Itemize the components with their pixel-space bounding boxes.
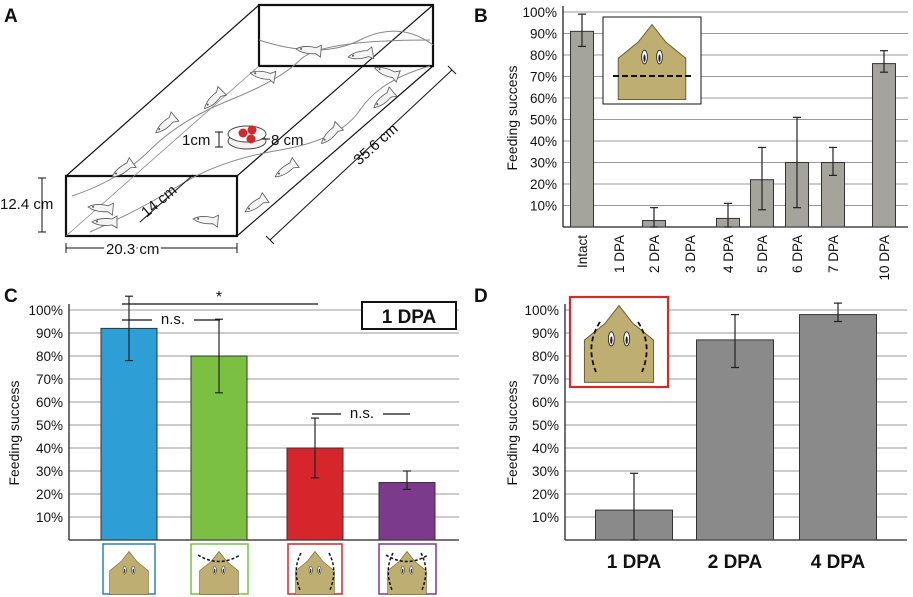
- b-error-bar: [880, 50, 888, 73]
- panel-d-y-label: Feeding success: [504, 380, 520, 485]
- b-error-bar: [793, 116, 801, 209]
- c-y-tick: 30%: [36, 464, 63, 479]
- panel-a: A 1cm 8: [0, 3, 457, 261]
- inner-length-label: 14 cm: [138, 182, 180, 221]
- b-x-tick: 6 DPA: [790, 235, 805, 273]
- c-y-tick: 100%: [28, 303, 63, 318]
- d-x-tick: 1 DPA: [607, 552, 662, 573]
- ns-label-1: n.s.: [161, 311, 185, 328]
- b-x-tick: 1 DPA: [612, 235, 627, 273]
- icon-nasal-cut: [190, 543, 249, 595]
- panel-c-box-label: [361, 301, 457, 330]
- c-y-tick: 40%: [36, 441, 63, 456]
- embryo-dot: [238, 128, 248, 138]
- b-x-tick: 5 DPA: [755, 235, 770, 273]
- sig-star: *: [216, 289, 222, 306]
- tank-back-face: [257, 3, 435, 68]
- b-y-tick: 20%: [530, 177, 557, 192]
- icon-both-cuts: [378, 543, 437, 595]
- dish-height-label: 1cm: [182, 132, 210, 149]
- d-error-bar: [630, 472, 638, 541]
- d-y-tick: 100%: [524, 303, 559, 318]
- tank-width-label: 20.3 cm: [106, 241, 159, 258]
- panel-c-label: C: [4, 286, 18, 307]
- b-y-tick: 60%: [530, 91, 557, 106]
- dish-diameter-label: 8 cm: [271, 132, 304, 149]
- panel-a-label: A: [4, 6, 18, 27]
- b-x-tick: 2 DPA: [647, 235, 662, 273]
- b-y-tick: 50%: [530, 113, 557, 128]
- b-error-bar: [829, 146, 837, 176]
- c-y-tick: 70%: [36, 372, 63, 387]
- c-y-tick: 90%: [36, 326, 63, 341]
- d-x-tick: 4 DPA: [811, 552, 866, 573]
- panel-c: C 10% 20% 30% 40% 50% 60% 70% 80% 90% 100% Feedin…: [4, 286, 459, 595]
- tank-length-label: 35.6 cm: [350, 120, 401, 168]
- icon-uninjured: [102, 543, 156, 595]
- b-y-tick: 70%: [530, 70, 557, 85]
- d-bar: [696, 339, 774, 541]
- d-y-tick: 60%: [532, 395, 559, 410]
- c-error-bar: [311, 417, 319, 479]
- c-y-tick: 50%: [36, 418, 63, 433]
- b-bar: [570, 30, 594, 228]
- b-y-tick: 30%: [530, 156, 557, 171]
- d-error-bar: [731, 314, 739, 369]
- d-y-tick: 30%: [532, 464, 559, 479]
- b-error-bar: [578, 13, 586, 48]
- d-bar: [799, 314, 877, 541]
- d-error-bar: [834, 302, 842, 323]
- b-y-tick: 10%: [530, 199, 557, 214]
- b-error-bar: [758, 146, 766, 211]
- c-y-tick: 60%: [36, 395, 63, 410]
- b-y-tick: 100%: [522, 5, 557, 20]
- panel-d: D 10% 20% 30% 40% 50% 60% 70% 80% 90% 100% 1 DPA 2…: [474, 286, 907, 573]
- b-error-bar: [724, 202, 732, 228]
- embryo-dot: [246, 134, 256, 144]
- panel-c-box-text: 1 DPA: [382, 307, 437, 328]
- b-x-tick: 3 DPA: [683, 235, 698, 273]
- c-y-tick: 20%: [36, 487, 63, 502]
- d-y-tick: 50%: [532, 418, 559, 433]
- d-y-tick: 10%: [532, 510, 559, 525]
- panel-c-y-label: Feeding success: [6, 380, 22, 485]
- icon-lateral-cut: [287, 543, 343, 595]
- b-x-tick: 4 DPA: [721, 235, 736, 273]
- c-y-tick: 80%: [36, 349, 63, 364]
- b-error-bar: [650, 207, 658, 228]
- ns-label-2: n.s.: [350, 405, 374, 422]
- b-y-tick: 80%: [530, 48, 557, 63]
- tank-height-label: 12.4 cm: [0, 196, 53, 213]
- c-error-bar: [125, 295, 133, 362]
- b-y-tick: 90%: [530, 27, 557, 42]
- d-y-tick: 70%: [532, 372, 559, 387]
- b-bar: [872, 63, 896, 228]
- d-y-tick: 20%: [532, 487, 559, 502]
- c-bar: [378, 482, 436, 541]
- b-y-tick: 40%: [530, 134, 557, 149]
- d-y-tick: 80%: [532, 349, 559, 364]
- c-error-bar: [403, 470, 411, 490]
- panel-b-label: B: [474, 6, 488, 27]
- c-error-bar: [215, 318, 223, 394]
- d-y-tick: 90%: [532, 326, 559, 341]
- d-x-tick: 2 DPA: [708, 552, 763, 573]
- embryo-dot: [247, 125, 257, 135]
- b-x-tick: Intact: [575, 235, 590, 268]
- panel-d-label: D: [474, 286, 488, 307]
- c-y-tick: 10%: [36, 510, 63, 525]
- panel-b-y-label: Feeding success: [504, 65, 520, 170]
- d-y-tick: 40%: [532, 441, 559, 456]
- b-x-tick: 10 DPA: [877, 235, 892, 281]
- c-bar: [100, 327, 158, 541]
- panel-b: B 10% 20% 30% 40% 50% 60% 70% 80% 90% 100% Intact…: [474, 5, 908, 281]
- b-x-tick: 7 DPA: [826, 235, 841, 273]
